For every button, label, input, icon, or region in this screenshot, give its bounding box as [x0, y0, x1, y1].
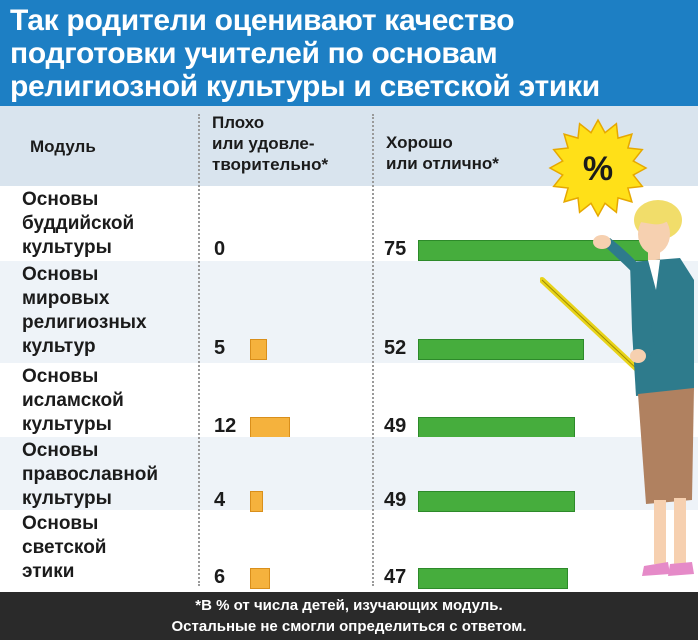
header-good: Хорошо или отлично* [386, 133, 499, 173]
bad-bar [250, 491, 263, 512]
bad-value-label: 4 [214, 489, 226, 511]
title-line-1: Так родители оценивают качество [10, 4, 515, 37]
header-module: Модуль [30, 137, 96, 156]
good-bar [418, 568, 568, 589]
column-divider-left [198, 114, 200, 586]
footnote-line-2: Остальные не смогли определиться с ответ… [171, 618, 527, 635]
footnote-line-1: *В % от числа детей, изучающих модуль. [195, 597, 503, 614]
title-line-3: религиозной культуры и светской этики [10, 70, 600, 103]
teacher-illustration-icon [540, 200, 694, 576]
bad-value-label: 12 [214, 415, 237, 437]
percent-badge-icon: % [548, 118, 648, 218]
percent-symbol: % [583, 150, 613, 188]
good-bar [418, 339, 584, 360]
module-name: Основы буддийской культуры [22, 189, 135, 258]
good-bar [418, 491, 575, 512]
module-name: Основы мировых религиозных культур [22, 264, 147, 357]
title-banner: Так родители оценивают качество подготов… [0, 0, 698, 106]
header-bad: Плохо или удовле- творительно* [212, 113, 329, 174]
good-value-label: 75 [384, 238, 407, 260]
module-name: Основы православной культуры [22, 440, 159, 509]
good-value-label: 47 [384, 566, 407, 588]
bad-bar [250, 568, 270, 589]
good-value-label: 49 [384, 415, 407, 437]
bad-value-label: 0 [214, 238, 226, 260]
star-burst-shape [548, 118, 648, 218]
module-name: Основы светской этики [22, 513, 107, 582]
table-row: Основы православной культуры 4 49 [0, 437, 698, 512]
table-row: Основы светской этики 6 47 [0, 510, 698, 592]
footnote: *В % от числа детей, изучающих модуль. О… [0, 592, 698, 640]
bad-value-label: 6 [214, 566, 226, 588]
bad-value-label: 5 [214, 337, 226, 359]
bad-bar [250, 339, 267, 360]
table-row: Основы исламской культуры 12 49 [0, 363, 698, 438]
good-value-label: 49 [384, 489, 407, 511]
good-value-label: 52 [384, 337, 407, 359]
table-row: Основы мировых религиозных культур 5 52 [0, 261, 698, 363]
title-line-2: подготовки учителей по основам [10, 37, 498, 70]
bad-bar [250, 417, 290, 438]
module-name: Основы исламской культуры [22, 366, 124, 435]
column-divider-right [372, 114, 374, 586]
